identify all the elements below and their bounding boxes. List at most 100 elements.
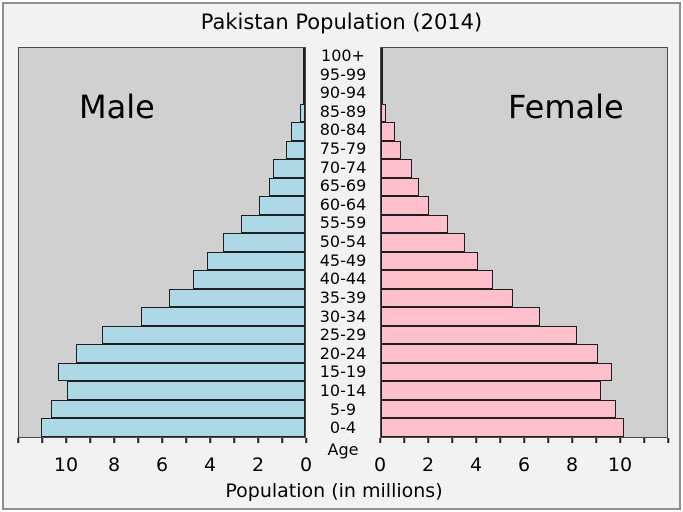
- age-group-label: 30-34: [319, 306, 367, 326]
- female-tick-axis: 0 2 4 6 8 10: [374, 438, 669, 482]
- axis-tick-label: 0: [299, 454, 313, 476]
- male-bar-85-89: [299, 103, 305, 123]
- male-bar-5-9: [51, 399, 305, 419]
- male-bars: [19, 48, 305, 437]
- axis-tick: [185, 438, 187, 443]
- axis-tick: [571, 438, 573, 443]
- male-bar-row: [19, 122, 305, 141]
- axis-tick-label: 4: [469, 454, 483, 476]
- female-bar-60-64: [381, 196, 429, 215]
- female-bar-75-79: [381, 140, 402, 160]
- female-bar-row: [381, 159, 667, 178]
- male-bar-90-94: [303, 85, 305, 104]
- female-bar-row: [381, 196, 667, 215]
- male-bar-row: [19, 307, 305, 326]
- male-bar-row: [19, 288, 305, 308]
- male-bar-80-84: [291, 122, 305, 141]
- female-bar-row: [381, 307, 667, 326]
- male-bar-35-39: [168, 288, 305, 308]
- female-bar-row: [381, 122, 667, 141]
- female-bar-15-19: [381, 362, 612, 382]
- axis-tick-label: 8: [565, 454, 579, 476]
- male-bar-row: [19, 233, 305, 252]
- male-bar-0-4: [41, 418, 305, 437]
- female-bar-0-4: [381, 418, 625, 437]
- male-bar-60-64: [258, 196, 305, 215]
- age-group-label: 55-59: [319, 213, 367, 233]
- axis-tick-label: 4: [203, 454, 217, 476]
- male-bar-row: [19, 103, 305, 123]
- female-bar-95-99: [381, 66, 383, 86]
- male-bar-row: [19, 66, 305, 86]
- axis-tick: [451, 438, 453, 443]
- male-bar-10-14: [66, 381, 305, 400]
- age-group-label: 95-99: [319, 64, 367, 84]
- axis-tick: [523, 438, 525, 443]
- female-panel: Female: [380, 47, 668, 438]
- age-group-label: 85-89: [319, 101, 367, 121]
- age-group-label: 20-24: [319, 343, 367, 363]
- male-bar-row: [19, 196, 305, 215]
- female-bar-row: [381, 140, 667, 160]
- axis-tick: [137, 438, 139, 443]
- female-bar-row: [381, 344, 667, 363]
- age-group-label: 35-39: [319, 287, 367, 307]
- male-bar-row: [19, 214, 305, 234]
- female-bar-45-49: [381, 251, 478, 271]
- female-bar-65-69: [381, 177, 419, 197]
- female-bar-30-34: [381, 307, 541, 326]
- age-group-label: 75-79: [319, 139, 367, 159]
- male-bar-row: [19, 399, 305, 419]
- male-panel: Male: [18, 47, 306, 438]
- axis-tick: [403, 438, 405, 443]
- axis-tick: [41, 438, 43, 443]
- axis-tick: [233, 438, 235, 443]
- female-bar-row: [381, 288, 667, 308]
- female-bar-40-44: [381, 270, 493, 289]
- age-group-label: 80-84: [319, 120, 367, 140]
- male-bar-75-79: [285, 140, 305, 160]
- female-bar-90-94: [381, 85, 383, 104]
- axis-tick-label: 8: [107, 454, 121, 476]
- axis-tick: [667, 438, 669, 443]
- male-bar-row: [19, 270, 305, 289]
- axis-tick-label: 2: [251, 454, 265, 476]
- female-bar-row: [381, 214, 667, 234]
- female-bar-100+: [381, 48, 383, 67]
- female-bars: [381, 48, 667, 437]
- female-bar-row: [381, 48, 667, 67]
- axis-tick-label: 10: [53, 454, 79, 476]
- male-bar-70-74: [273, 159, 305, 178]
- male-side-label: Male: [79, 88, 155, 126]
- chart-title: Pakistan Population (2014): [200, 10, 483, 34]
- female-bar-row: [381, 85, 667, 104]
- male-bar-40-44: [192, 270, 305, 289]
- male-bar-row: [19, 159, 305, 178]
- axis-tick: [113, 438, 115, 443]
- axis-tick: [89, 438, 91, 443]
- female-bar-row: [381, 418, 667, 437]
- female-bar-row: [381, 233, 667, 252]
- female-bar-55-59: [381, 214, 449, 234]
- axis-tick: [379, 438, 381, 443]
- female-bar-row: [381, 66, 667, 86]
- axis-tick: [619, 438, 621, 443]
- male-bar-95-99: [303, 66, 305, 86]
- age-group-label: 10-14: [319, 380, 367, 400]
- axis-tick: [475, 438, 477, 443]
- male-bar-row: [19, 344, 305, 363]
- axis-tick: [595, 438, 597, 443]
- age-label-column: 100+ 95-99 90-94 85-89 80-84 75-79 70-74 65-69 6…: [306, 46, 380, 438]
- female-bar-row: [381, 270, 667, 289]
- female-bar-25-29: [381, 325, 577, 345]
- male-bar-20-24: [76, 344, 305, 363]
- female-bar-20-24: [381, 344, 599, 363]
- female-side-label: Female: [508, 88, 624, 126]
- male-bar-55-59: [240, 214, 305, 234]
- age-group-label: 100+: [321, 46, 365, 65]
- axis-tick-label: 0: [373, 454, 387, 476]
- axis-tick: [305, 438, 307, 443]
- axis-tick-label: 6: [155, 454, 169, 476]
- male-bar-100+: [303, 48, 305, 67]
